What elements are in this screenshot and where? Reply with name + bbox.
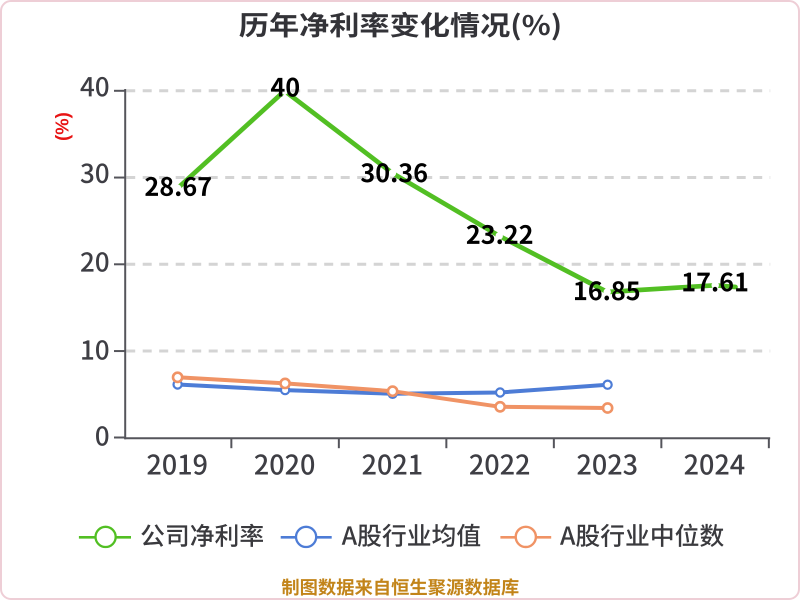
svg-text:(%): (%): [51, 112, 72, 141]
